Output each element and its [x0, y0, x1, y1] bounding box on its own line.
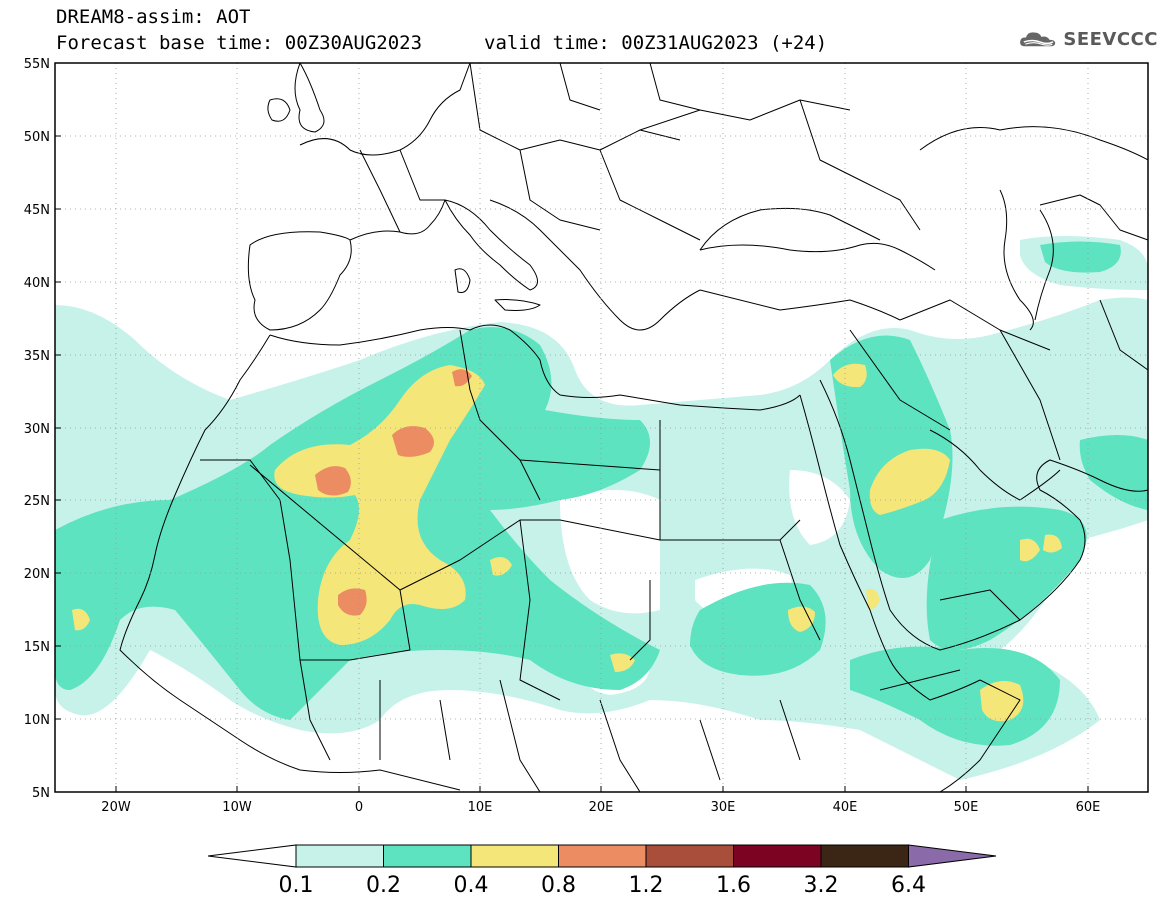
colorbar-swatch	[295, 844, 384, 868]
colorbar-swatch	[470, 844, 559, 868]
lon-label: 0	[355, 800, 363, 815]
lat-label: 35N	[24, 349, 50, 364]
graticule	[55, 63, 1148, 792]
colorbar-swatch	[733, 844, 822, 868]
colorbar	[207, 844, 997, 868]
forecast-base-time: Forecast base time: 00Z30AUG2023	[56, 32, 423, 54]
lat-label: 5N	[32, 786, 50, 801]
axis-ticks	[55, 62, 1089, 792]
coastlines-borders	[119, 63, 1148, 792]
logo-text: SEEVCCC	[1063, 28, 1158, 50]
colorbar-labels: 0.1 0.2 0.4 0.8 1.2 1.6 3.2 6.4	[279, 873, 927, 898]
lat-label: 50N	[24, 130, 50, 145]
colorbar-swatch	[645, 844, 734, 868]
lat-label: 45N	[24, 203, 50, 218]
lon-label: 60E	[1076, 800, 1101, 815]
aot-shading	[55, 236, 1148, 780]
colorbar-label: 0.2	[366, 873, 401, 898]
lat-label: 10N	[24, 713, 50, 728]
colorbar-label: 3.2	[804, 873, 839, 898]
colorbar-swatch	[383, 844, 472, 868]
lon-label: 50E	[954, 800, 979, 815]
lat-label: 55N	[24, 57, 50, 72]
colorbar-label: 0.4	[454, 873, 489, 898]
colorbar-label: 6.4	[891, 873, 926, 898]
lat-label: 30N	[24, 422, 50, 437]
colorbar-below-triangle	[207, 844, 297, 868]
colorbar-swatch	[558, 844, 647, 868]
lon-label: 20E	[589, 800, 614, 815]
lat-label: 40N	[24, 276, 50, 291]
aot-band-0.4-0.8	[72, 363, 1062, 722]
lon-label: 20W	[101, 800, 131, 815]
lon-label: 10W	[222, 800, 252, 815]
lon-label: 10E	[468, 800, 493, 815]
aot-band-0.8-1.2	[315, 369, 472, 616]
cloud-logo-icon	[1020, 32, 1056, 47]
colorbar-label: 0.8	[541, 873, 576, 898]
lat-label: 20N	[24, 567, 50, 582]
colorbar-label: 1.6	[716, 873, 751, 898]
chart-title: DREAM8-assim: AOT	[56, 6, 251, 28]
colorbar-label: 0.1	[279, 873, 314, 898]
lon-label: 30E	[711, 800, 736, 815]
lat-label: 25N	[24, 494, 50, 509]
colorbar-swatch	[820, 844, 909, 868]
lon-labels: 20W 10W 0 10E 20E 30E 40E 50E 60E	[101, 800, 1100, 815]
lat-label: 15N	[24, 640, 50, 655]
colorbar-label: 1.2	[629, 873, 664, 898]
lon-label: 40E	[833, 800, 858, 815]
valid-time: valid time: 00Z31AUG2023 (+24)	[484, 32, 828, 54]
lat-labels: 55N 50N 45N 40N 35N 30N 25N 20N 15N 10N …	[24, 57, 50, 801]
seevccc-logo: SEEVCCC	[1018, 22, 1158, 56]
colorbar-above-triangle	[908, 844, 997, 868]
